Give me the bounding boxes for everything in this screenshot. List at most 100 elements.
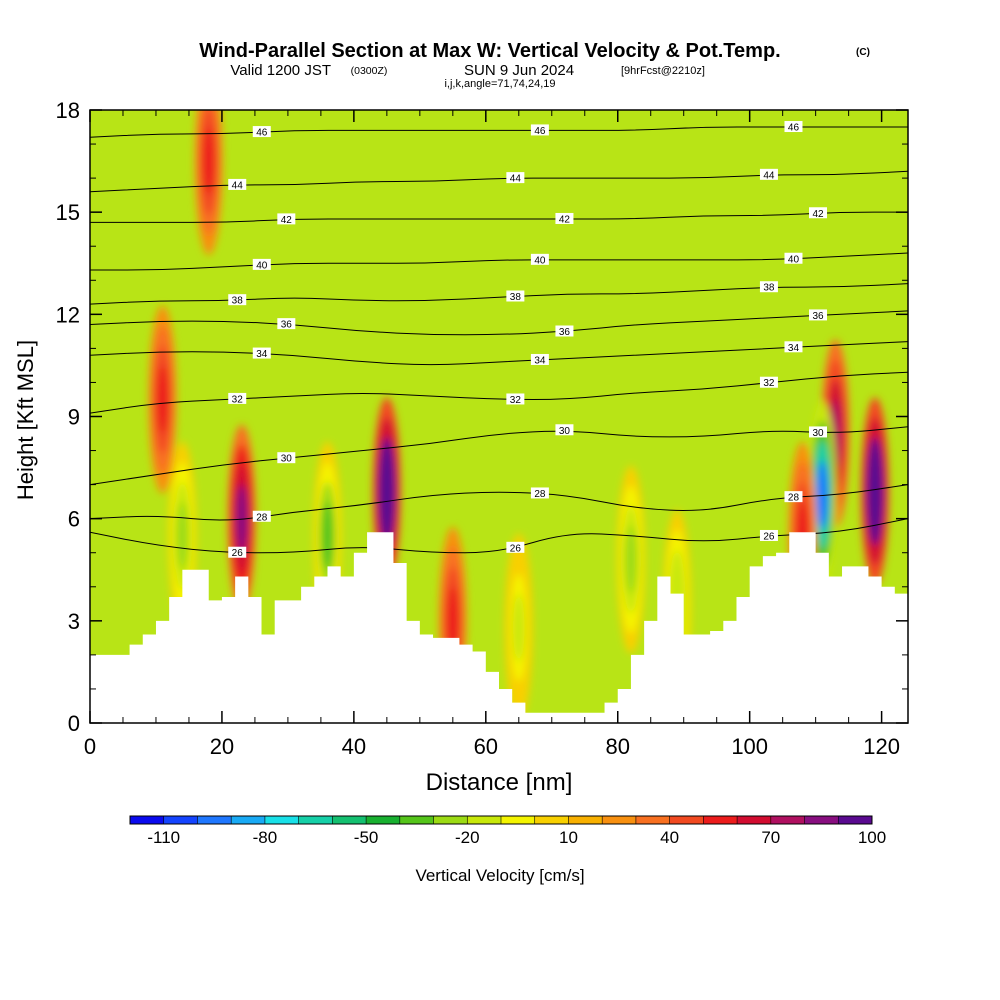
colorbar-segment	[804, 816, 839, 824]
colorbar-segment	[635, 816, 671, 824]
isotherm-label-bg	[809, 426, 828, 438]
isotherm-label-bg	[784, 252, 803, 264]
x-tick-label: 120	[863, 734, 900, 759]
isotherm-label: 46	[256, 128, 268, 139]
isotherm-label: 26	[763, 531, 775, 542]
x-tick-label: 0	[84, 734, 96, 759]
isotherm-label-bg	[228, 178, 247, 190]
y-tick-label: 0	[68, 711, 80, 736]
isotherm-label: 38	[763, 283, 775, 294]
colorbar-segment	[163, 816, 198, 824]
isotherm-label-bg	[809, 309, 828, 321]
isotherm-label-bg	[530, 124, 549, 136]
isotherm-line	[90, 170, 908, 193]
isotherm-label: 26	[232, 548, 244, 559]
forecast-run: [9hrFcst@2210z]	[621, 65, 705, 77]
isotherm-label: 36	[559, 327, 571, 338]
isotherm-label-bg	[277, 318, 296, 330]
isotherm-labels: 26 26 26 28 28 28 30 30 30 32 32 32 34 34 34 36 36 36 38 38…	[228, 121, 828, 559]
isotherm-label: 38	[232, 296, 244, 307]
isotherm-label: 30	[281, 454, 293, 465]
isotherm-label-bg	[277, 213, 296, 225]
isotherm-line	[90, 518, 908, 554]
isotherm-label: 40	[256, 260, 268, 271]
isotherm-label: 30	[559, 426, 571, 437]
isotherm-label-bg	[809, 207, 828, 219]
isotherm-label-bg	[530, 487, 549, 499]
isotherm-line	[90, 341, 908, 366]
isotherm-lines	[90, 126, 908, 554]
colorbar-segment	[602, 816, 637, 824]
colorbar-tick-label: 70	[761, 828, 780, 847]
y-tick-label: 12	[56, 302, 80, 327]
isotherm-line	[90, 310, 908, 336]
colorbar-tick-label: -110	[147, 828, 180, 847]
isotherm-label: 34	[788, 343, 800, 354]
colorbar-tick-label: 100	[858, 828, 886, 847]
valid-time: Valid 1200 JST	[230, 62, 331, 79]
x-tick-label: 80	[605, 734, 629, 759]
isotherm-label-bg	[759, 529, 778, 541]
isotherm-label: 42	[559, 214, 571, 225]
grid-indices: i,j,k,angle=71,74,24,19	[444, 78, 555, 90]
isotherm-label: 28	[788, 493, 800, 504]
isotherm-label-bg	[506, 290, 525, 302]
y-tick-label: 3	[68, 609, 80, 634]
y-axis-label: Height [Kft MSL]	[13, 340, 38, 500]
isotherm-label-bg	[784, 491, 803, 503]
x-tick-label: 20	[210, 734, 234, 759]
isotherm-label-bg	[759, 281, 778, 293]
isotherm-label: 34	[534, 355, 546, 366]
colorbar-segment	[130, 816, 165, 824]
colorbar-segment	[568, 816, 603, 824]
colorbar-segment	[770, 816, 806, 824]
colorbar-segment	[737, 816, 772, 824]
y-tick-label: 6	[68, 507, 80, 532]
colorbar-segment	[467, 816, 502, 824]
isotherm-label: 44	[510, 174, 522, 185]
velocity-cell	[816, 460, 828, 529]
isotherm-label-bg	[784, 341, 803, 353]
isotherm-label-bg	[252, 126, 271, 138]
copyright-mark: (C)	[856, 47, 870, 58]
x-axis-label: Distance [nm]	[426, 769, 573, 796]
y-tick-label: 9	[68, 405, 80, 430]
colorbar-segment	[332, 816, 367, 824]
velocity-cell	[156, 365, 169, 434]
isotherm-label-bg	[759, 168, 778, 180]
velocity-cell	[381, 457, 393, 526]
x-tick-label: 40	[342, 734, 366, 759]
colorbar-segment	[534, 816, 569, 824]
valid-date: SUN 9 Jun 2024	[464, 62, 574, 79]
valid-zulu: (0300Z)	[351, 65, 388, 77]
isotherm-label-bg	[759, 376, 778, 388]
isotherm-label: 36	[812, 311, 824, 322]
colorbar-tick-label: 10	[559, 828, 578, 847]
velocity-cell	[321, 501, 334, 570]
colorbar-segment	[501, 816, 536, 824]
colorbar-segment	[298, 816, 333, 824]
isotherm-label: 40	[534, 255, 546, 266]
isotherm-label: 28	[256, 512, 268, 523]
isotherm-label-bg	[506, 172, 525, 184]
isotherm-label-bg	[784, 121, 803, 133]
isotherm-label: 26	[510, 543, 522, 554]
colorbar-tick-label: -20	[455, 828, 480, 847]
isotherm-label-bg	[555, 212, 574, 224]
isotherm-label-bg	[252, 510, 271, 522]
isotherm-line	[90, 252, 908, 271]
colorbar-segment	[838, 816, 873, 824]
isotherm-label-bg	[277, 452, 296, 464]
y-tick-label: 18	[56, 98, 80, 123]
isotherm-label: 46	[534, 126, 546, 137]
isotherm-line	[90, 211, 908, 223]
plot-area: 26 26 26 28 28 28 30 30 30 32 32 32 34 34 34 36 36 36 38 38…	[90, 110, 908, 723]
x-tick-label: 100	[731, 734, 768, 759]
isotherm-label: 42	[281, 215, 293, 226]
isotherm-label: 28	[534, 489, 546, 500]
velocity-cell	[176, 501, 189, 570]
isotherm-label: 44	[763, 170, 775, 181]
isotherm-label: 34	[256, 349, 268, 360]
